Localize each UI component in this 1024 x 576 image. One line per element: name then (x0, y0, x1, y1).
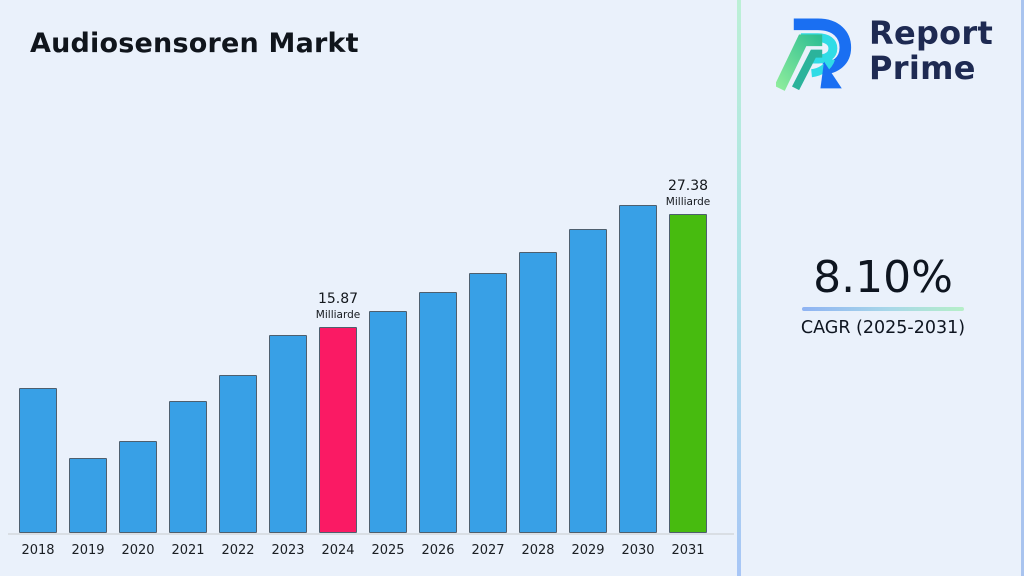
x-axis-label-2023: 2023 (271, 543, 305, 558)
bar-value-number: 27.38 (667, 178, 709, 194)
report-prime-logo: Report Prime (776, 8, 993, 94)
x-axis-label-2026: 2026 (421, 543, 455, 558)
cagr-value: 8.10% (813, 252, 953, 303)
bar-2029 (569, 229, 607, 533)
bar-2022 (219, 375, 257, 533)
bar-value-number: 15.87 (317, 291, 359, 308)
bar-2021 (169, 401, 207, 533)
bar-2020 (119, 441, 157, 533)
bar-group-2028: 2028 (519, 178, 557, 558)
report-prime-wordmark: Report Prime (869, 16, 993, 85)
x-axis-label-2022: 2022 (221, 543, 255, 558)
bar-2031 (669, 213, 707, 533)
logo-word-prime: Prime (869, 49, 976, 87)
bar-2019 (69, 458, 107, 533)
panel-divider (737, 0, 741, 576)
bar-group-2019: 2019 (69, 178, 107, 558)
bar-group-2020: 2020 (119, 178, 157, 558)
x-axis-label-2024: 2024 (321, 543, 355, 558)
bar-value-label-2024: 15.87 Milliarde (316, 291, 360, 322)
x-axis-label-2019: 2019 (71, 543, 105, 558)
chart-plot-area: 2018 2019 2020 2021 2022 2023 15.87 Milliarde 20… (8, 178, 734, 558)
bar-group-2023: 2023 (269, 178, 307, 558)
bar-value-unit: Milliarde (665, 195, 711, 208)
x-axis-label-2029: 2029 (571, 543, 605, 558)
x-axis-label-2020: 2020 (121, 543, 155, 558)
bar-2023 (269, 335, 307, 533)
x-axis-label-2018: 2018 (21, 543, 55, 558)
cagr-block: 8.10% CAGR (2025-2031) (783, 252, 983, 338)
bar-group-2025: 2025 (369, 178, 407, 558)
market-bar-chart: 2018 2019 2020 2021 2022 2023 15.87 Milliarde 20… (8, 178, 734, 558)
cagr-label: CAGR (2025-2031) (800, 318, 966, 338)
page-title: Audiosensoren Markt (30, 28, 359, 60)
bar-2025 (369, 311, 407, 533)
x-axis-label-2021: 2021 (171, 543, 205, 558)
x-axis-label-2028: 2028 (521, 543, 555, 558)
bar-2028 (519, 252, 557, 533)
right-edge-accent (1021, 0, 1024, 576)
bar-group-2030: 2030 (619, 178, 657, 558)
bar-group-2022: 2022 (219, 178, 257, 558)
bar-2030 (619, 205, 657, 533)
x-axis-label-2031: 2031 (671, 543, 705, 558)
bar-2018 (19, 388, 57, 533)
bar-value-label-2031: 27.38 Milliarde (666, 178, 710, 209)
bar-2026 (419, 292, 457, 533)
bar-group-2024: 15.87 Milliarde 2024 (316, 178, 360, 558)
cagr-underline (802, 307, 964, 311)
bar-group-2027: 2027 (469, 178, 507, 558)
bar-group-2018: 2018 (19, 178, 57, 558)
x-axis-label-2025: 2025 (371, 543, 405, 558)
x-axis-label-2027: 2027 (471, 543, 505, 558)
bar-group-2021: 2021 (169, 178, 207, 558)
bar-value-unit: Milliarde (315, 308, 361, 321)
bar-group-2029: 2029 (569, 178, 607, 558)
bar-2027 (469, 273, 507, 533)
report-prime-logo-icon (776, 18, 852, 91)
logo-word-report: Report (869, 14, 994, 53)
bar-group-2031: 27.38 Milliarde 2031 (666, 178, 710, 558)
bar-2024 (319, 327, 357, 533)
x-axis-label-2030: 2030 (621, 543, 655, 558)
bar-group-2026: 2026 (419, 178, 457, 558)
